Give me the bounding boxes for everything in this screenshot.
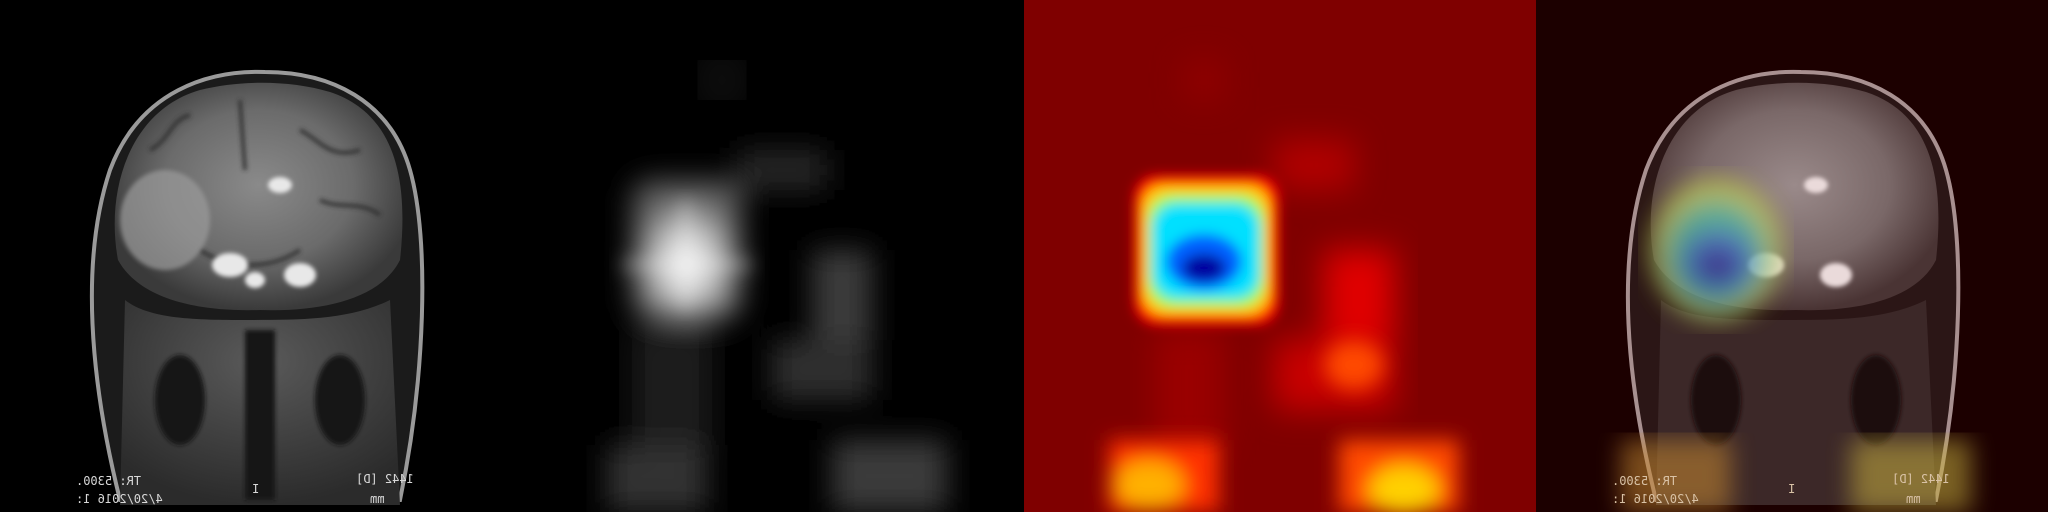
jet-heatmap-panel bbox=[1024, 0, 1536, 512]
mri-panel: 1442 [D] mm I TR: 5300. 4/20/2016 1: bbox=[0, 0, 512, 512]
dicom-orientation-label: I bbox=[1788, 482, 1796, 496]
dicom-info-top-right: 1442 [D] bbox=[356, 472, 414, 486]
dicom-orientation-label: I bbox=[252, 482, 260, 496]
blended-overlay-panel: 1442 [D] mm I TR: 5300. 4/20/2016 1: bbox=[1536, 0, 2048, 512]
dicom-info-top-right: 1442 [D] bbox=[1892, 472, 1950, 486]
dicom-info-bottom-right: mm bbox=[370, 492, 385, 506]
dicom-info-top-left: TR: 5300. bbox=[1612, 474, 1678, 488]
blended-overlay-image bbox=[1536, 0, 2048, 512]
dicom-info-bottom-right: mm bbox=[1906, 492, 1921, 506]
dicom-info-bottom-left: 4/20/2016 1: bbox=[76, 492, 163, 506]
jet-heatmap-image bbox=[1024, 0, 1536, 512]
dicom-info-top-left: TR: 5300. bbox=[76, 474, 142, 488]
dicom-info-bottom-left: 4/20/2016 1: bbox=[1612, 492, 1699, 506]
mri-image bbox=[0, 0, 512, 512]
activation-map-panel bbox=[512, 0, 1024, 512]
activation-map-image bbox=[512, 0, 1024, 512]
